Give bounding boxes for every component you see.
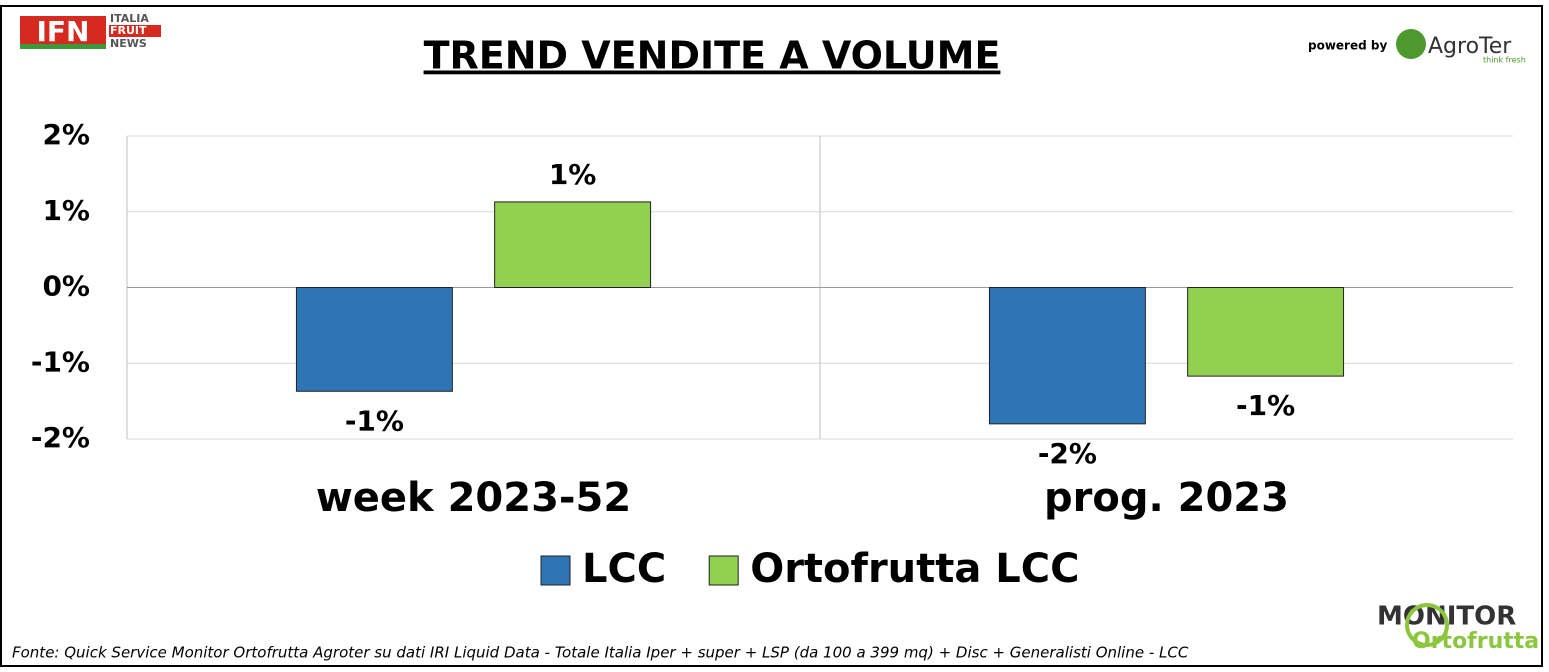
bar	[1187, 287, 1345, 377]
value-label: -1%	[1236, 389, 1295, 422]
y-tick-label: 1%	[42, 194, 90, 227]
chart-title: TREND VENDITE A VOLUME	[424, 34, 1001, 78]
monitor-logo: MONITOR Ortofrutta	[1377, 602, 1539, 655]
bar	[494, 201, 652, 288]
legend-swatch	[708, 555, 739, 586]
agroter-logo: powered by AgroTer think fresh	[1308, 29, 1526, 65]
ifn-stripe	[20, 44, 106, 49]
y-tick-label: -1%	[31, 345, 90, 378]
agroter-tag: think fresh	[1483, 56, 1526, 65]
powered-by: powered by	[1308, 39, 1387, 53]
legend-swatch	[540, 555, 571, 586]
bar	[988, 287, 1146, 425]
legend-label: Ortofrutta LCC	[750, 546, 1079, 592]
agroter-icon	[1396, 29, 1426, 59]
ifn-logo: IFN ITALIA FRUIT NEWS	[20, 12, 161, 50]
ifn-box	[20, 16, 106, 48]
monitor-lens	[1405, 603, 1449, 647]
ifn-line: FRUIT	[110, 24, 147, 37]
ifn-fruit-box	[109, 25, 161, 37]
x-tick-label: prog. 2023	[1044, 475, 1289, 521]
y-tick-label: -2%	[31, 421, 90, 454]
legend-label: LCC	[582, 546, 666, 592]
ortofrutta-text: Ortofrutta	[1412, 629, 1539, 654]
value-label: -2%	[1038, 437, 1097, 470]
source-note: Fonte: Quick Service Monitor Ortofrutta …	[12, 644, 1189, 662]
y-tick-label: 0%	[42, 270, 90, 303]
ifn-line: ITALIA	[110, 12, 149, 25]
agroter-text: AgroTer	[1428, 34, 1512, 59]
value-label: 1%	[549, 158, 597, 191]
y-tick-label: 2%	[42, 118, 90, 151]
x-tick-label: week 2023-52	[316, 475, 631, 521]
bar	[295, 287, 453, 392]
value-label: -1%	[345, 404, 404, 437]
ifn-text: IFN	[37, 15, 90, 48]
ifn-line: NEWS	[110, 37, 147, 50]
